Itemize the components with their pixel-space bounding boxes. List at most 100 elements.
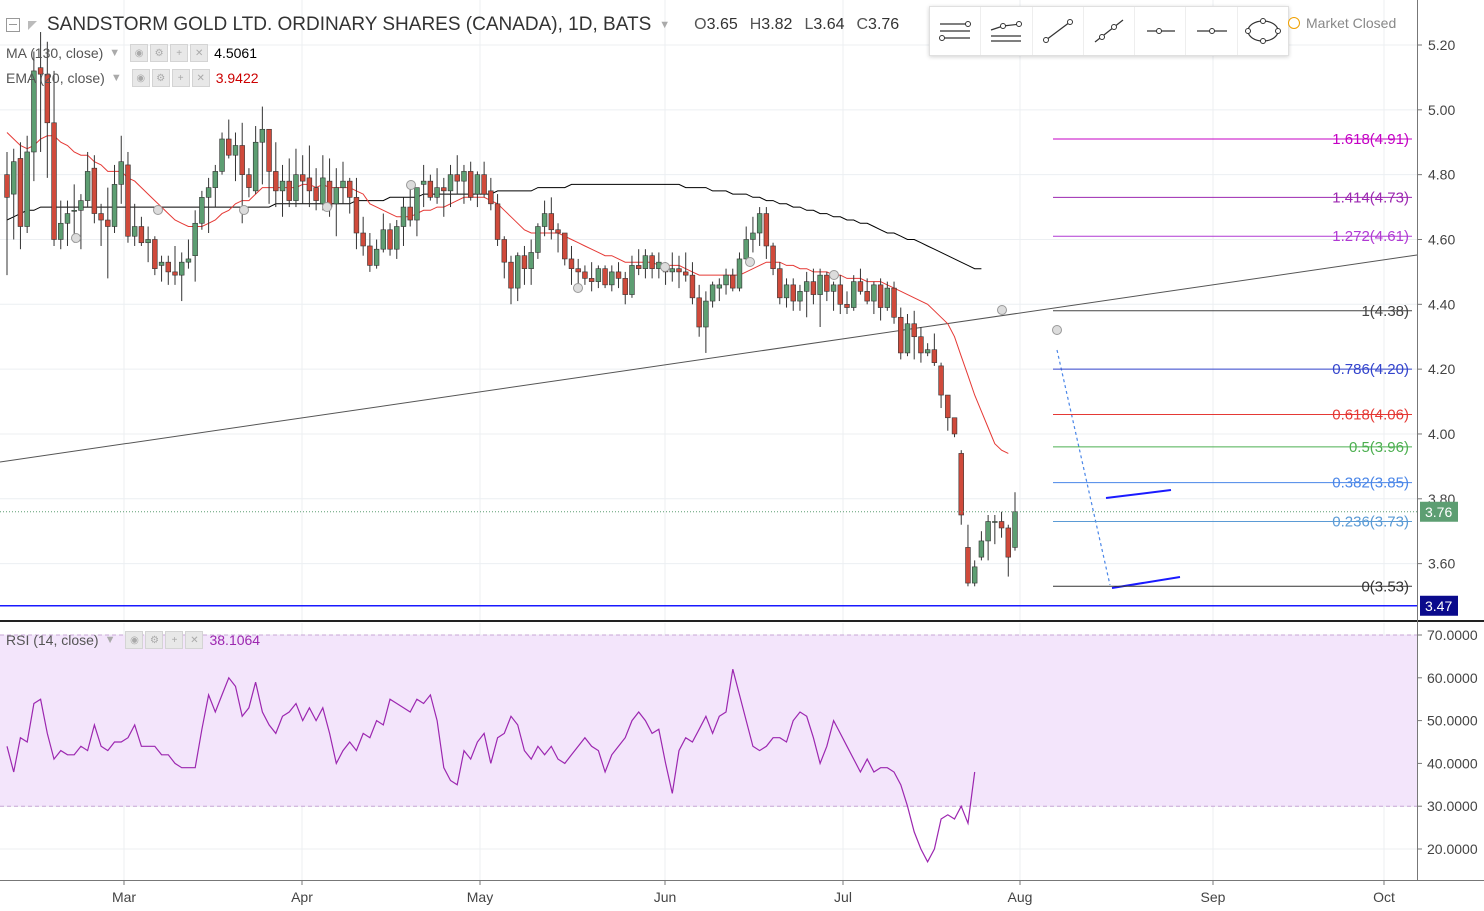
candle [266, 128, 272, 204]
ray-icon[interactable] [1084, 7, 1136, 55]
candle-body [756, 213, 763, 234]
symbol-title[interactable]: SANDSTORM GOLD LTD. ORDINARY SHARES (CAN… [47, 14, 652, 35]
candle [911, 310, 917, 360]
candle-body [958, 453, 964, 516]
candle-body [306, 177, 313, 192]
market-status: Market Closed [1288, 15, 1396, 31]
candle-body [131, 226, 138, 237]
candle [165, 255, 171, 285]
candle [434, 168, 440, 204]
ma-label[interactable]: MA (130, close) [6, 45, 104, 61]
candle [394, 220, 400, 259]
settings-icon[interactable]: ⚙ [151, 69, 170, 87]
collapse-icon[interactable] [6, 18, 20, 32]
ma-controls: ◉ ⚙ + ✕ [130, 44, 209, 62]
ellipse-icon[interactable] [1238, 7, 1288, 55]
candle-body [877, 284, 884, 308]
ema-legend[interactable]: EMA (20, close) ▼ ◉ ⚙ + ✕ 3.9422 [6, 69, 259, 87]
candle [44, 41, 51, 178]
candle [891, 281, 897, 324]
rsi-band [0, 635, 1417, 807]
candle-body [951, 417, 958, 435]
rsi-legend[interactable]: RSI (14, close) ▼ ◉ ⚙ + ✕ 38.1064 [6, 631, 260, 649]
candle [568, 245, 575, 285]
candle [676, 255, 682, 289]
candle [669, 252, 675, 282]
candle [683, 252, 689, 282]
candle-body [709, 284, 716, 302]
candle-body [777, 268, 783, 299]
candle-body [635, 265, 642, 269]
candle [51, 70, 57, 246]
candle-body [4, 174, 10, 198]
candle [414, 187, 420, 237]
close-icon[interactable]: ✕ [190, 44, 209, 62]
candle-body [24, 151, 30, 227]
chevron-down-icon[interactable]: ▼ [109, 47, 121, 59]
candle [951, 417, 958, 438]
close-icon[interactable]: ✕ [185, 631, 204, 649]
candle [797, 284, 803, 311]
candle-body [602, 268, 608, 286]
settings-icon[interactable]: ⚙ [145, 631, 164, 649]
more-icon[interactable]: + [165, 631, 184, 649]
rsi-tick-label: 40.0000 [1427, 755, 1478, 771]
chevron-down-icon[interactable]: ▼ [659, 19, 671, 31]
candle [145, 226, 151, 263]
candle [273, 142, 279, 208]
candle [938, 362, 944, 409]
candle [179, 252, 185, 302]
candle [629, 255, 635, 298]
price-tick-label: 4.80 [1428, 167, 1455, 183]
candle [11, 148, 17, 240]
candle [541, 200, 548, 237]
candle-body [595, 268, 602, 282]
time-tick-label: Jul [834, 889, 852, 905]
candle-body [373, 248, 380, 266]
horizontal-ray-icon[interactable] [1135, 7, 1187, 55]
candle [790, 278, 796, 311]
candle-body [521, 255, 528, 269]
rsi-tick-label: 30.0000 [1427, 798, 1478, 814]
candle [407, 184, 413, 227]
eye-icon[interactable]: ◉ [130, 44, 149, 62]
candle-body [239, 145, 245, 175]
candle [763, 207, 770, 259]
ema-label[interactable]: EMA (20, close) [6, 70, 105, 86]
more-icon[interactable]: + [171, 69, 190, 87]
close-icon[interactable]: ✕ [191, 69, 210, 87]
candle-body [615, 271, 622, 279]
candle [286, 158, 292, 208]
chevron-down-icon[interactable]: ▼ [104, 634, 116, 646]
candle [588, 262, 595, 292]
flag-icon[interactable] [28, 20, 37, 30]
chevron-down-icon[interactable]: ▼ [110, 72, 122, 84]
ma-legend[interactable]: MA (130, close) ▼ ◉ ⚙ + ✕ 4.5061 [6, 44, 257, 62]
parallel-channel-icon[interactable] [981, 7, 1033, 55]
candle [192, 210, 198, 282]
candle-body [541, 213, 548, 227]
candle [945, 394, 951, 431]
candle [380, 213, 387, 253]
eye-icon[interactable]: ◉ [131, 69, 150, 87]
more-icon[interactable]: + [170, 44, 189, 62]
candle-body [528, 252, 534, 269]
candle [400, 197, 407, 246]
settings-icon[interactable]: ⚙ [150, 44, 169, 62]
candle [246, 168, 252, 198]
candle [998, 511, 1005, 538]
trend-line-icon[interactable] [1033, 7, 1084, 55]
candle-body [911, 323, 917, 338]
candle-body [394, 226, 400, 250]
rsi-label[interactable]: RSI (14, close) [6, 632, 99, 648]
horizontal-line-icon[interactable] [1186, 7, 1238, 55]
candle [360, 216, 366, 256]
horizontal-lines-icon[interactable] [930, 7, 982, 55]
eye-icon[interactable]: ◉ [125, 631, 144, 649]
support-price-tag [1420, 595, 1458, 616]
candle [521, 245, 528, 285]
candle-body [716, 284, 723, 289]
candle [649, 252, 655, 279]
fib-level-label: 0.786(4.20) [1332, 361, 1409, 378]
